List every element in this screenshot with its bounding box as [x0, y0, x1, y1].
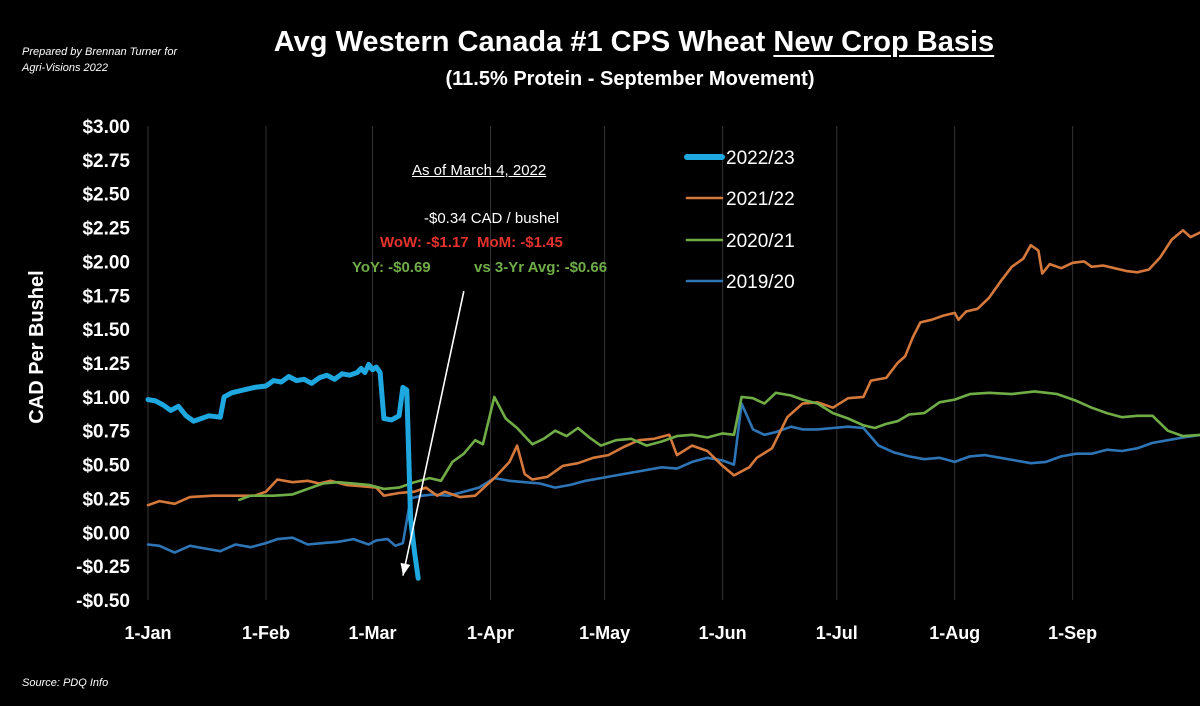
x-axis-ticks: 1-Jan 1-Feb 1-Mar 1-Apr 1-May 1-Jun 1-Jul 1-Aug… — [124, 623, 1097, 643]
series-line-2019-20 — [146, 402, 1200, 554]
arrow-shaft — [402, 291, 465, 576]
x-tick-label: 1-Feb — [242, 623, 290, 643]
y-tick-label: -$0.50 — [76, 591, 130, 612]
source-note: Source: PDQ Info — [22, 677, 109, 689]
annotation-wow-mom: WoW: -$1.17 MoM: -$1.45 — [380, 234, 563, 251]
y-tick-label: $0.50 — [82, 456, 130, 477]
legend-label: 2019/20 — [726, 272, 795, 293]
legend-label: 2022/23 — [726, 148, 795, 169]
annotation-vs-3yr: vs 3-Yr Avg: -$0.66 — [474, 259, 608, 276]
y-tick-label: $2.25 — [82, 219, 130, 240]
y-axis-ticks: $3.00 $2.75 $2.50 $2.25 $2.00 $1.75 $1.50 $1.25… — [76, 117, 130, 612]
y-tick-label: -$0.25 — [76, 557, 130, 578]
y-axis-label: CAD Per Bushel — [26, 270, 48, 424]
prepared-by-line-2: Agri-Visions 2022 — [22, 62, 109, 74]
series-line-2021-22 — [146, 229, 1200, 507]
y-tick-label: $1.00 — [82, 388, 130, 409]
arrow-head — [400, 562, 411, 576]
series-line-2020-21 — [238, 390, 1200, 502]
x-tick-label: 1-Aug — [929, 623, 980, 643]
y-tick-label: $1.50 — [82, 320, 130, 341]
x-tick-label: 1-Sep — [1048, 623, 1097, 643]
chart-grid — [147, 126, 1074, 600]
x-tick-label: 1-Apr — [467, 623, 514, 643]
annotation-value: -$0.34 CAD / bushel — [424, 210, 560, 227]
y-tick-label: $1.25 — [82, 354, 130, 375]
y-tick-label: $2.50 — [82, 185, 130, 206]
annotation-arrow — [400, 291, 465, 576]
annotation-as-of: As of March 4, 2022 — [412, 162, 547, 179]
y-tick-label: $2.75 — [82, 151, 130, 172]
annotation-yoy: YoY: -$0.69 — [352, 259, 431, 276]
x-tick-label: 1-Jun — [699, 623, 747, 643]
y-tick-label: $2.00 — [82, 252, 130, 273]
x-tick-label: 1-Jul — [816, 623, 858, 643]
x-tick-label: 1-Mar — [348, 623, 396, 643]
y-tick-label: $3.00 — [82, 117, 130, 138]
legend-label: 2021/22 — [726, 189, 795, 210]
y-tick-label: $0.75 — [82, 422, 130, 443]
y-tick-label: $0.00 — [82, 523, 130, 544]
x-tick-label: 1-Jan — [124, 623, 171, 643]
chart-subtitle: (11.5% Protein - September Movement) — [445, 68, 815, 90]
chart-title-main: Avg Western Canada #1 CPS Wheat — [273, 26, 774, 58]
prepared-by-line-1: Prepared by Brennan Turner for — [22, 46, 178, 58]
prepared-by-note: Prepared by Brennan Turner for Agri-Visi… — [22, 44, 222, 76]
x-tick-label: 1-May — [579, 623, 630, 643]
chart-legend: 2022/23 2021/22 2020/21 2019/20 — [684, 148, 795, 293]
chart-title-underlined: New Crop Basis — [773, 26, 995, 58]
series-line-2022-23 — [145, 361, 421, 581]
chart-series-lines — [145, 229, 1200, 581]
chart-title: Avg Western Canada #1 CPS Wheat New Crop… — [0, 26, 1200, 59]
y-tick-label: $1.75 — [82, 286, 130, 307]
legend-label: 2020/21 — [726, 231, 795, 252]
y-tick-label: $0.25 — [82, 489, 130, 510]
